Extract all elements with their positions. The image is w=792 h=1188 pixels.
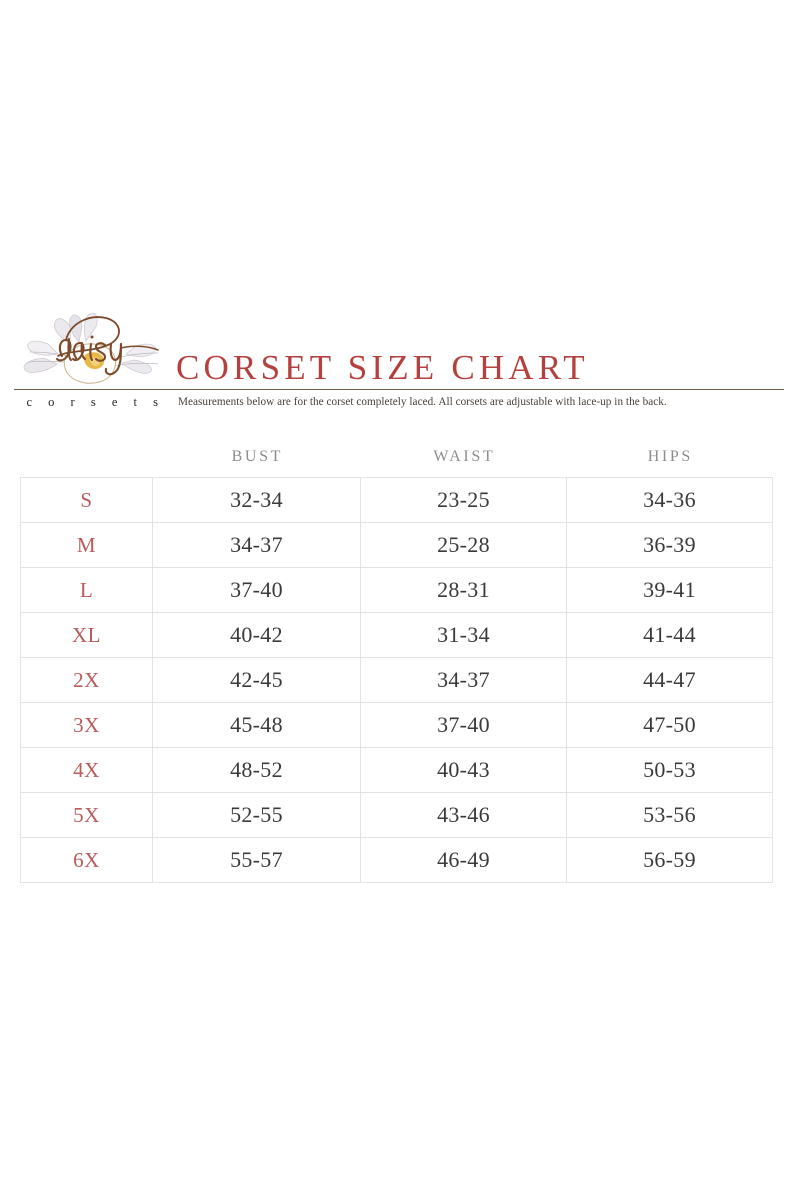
cell-hips: 36-39 <box>566 522 773 568</box>
cell-size: 6X <box>20 837 153 883</box>
cell-waist: 40-43 <box>360 747 567 793</box>
cell-waist: 46-49 <box>360 837 567 883</box>
cell-bust: 40-42 <box>152 612 361 658</box>
table-row: 5X 52-55 43-46 53-56 <box>20 792 773 838</box>
size-chart-table-body: S 32-34 23-25 34-36 M 34-37 25-28 36-39 … <box>20 477 773 883</box>
cell-hips: 47-50 <box>566 702 773 748</box>
column-header-waist: WAIST <box>433 448 496 465</box>
cell-hips: 50-53 <box>566 747 773 793</box>
column-header-bust: BUST <box>231 448 283 465</box>
column-header-hips: HIPS <box>647 448 693 465</box>
cell-bust: 45-48 <box>152 702 361 748</box>
cell-bust: 48-52 <box>152 747 361 793</box>
cell-waist: 31-34 <box>360 612 567 658</box>
table-row: XL 40-42 31-34 41-44 <box>20 612 773 658</box>
cell-size: S <box>20 477 153 523</box>
cell-size: 5X <box>20 792 153 838</box>
cell-bust: 37-40 <box>152 567 361 613</box>
cell-waist: 28-31 <box>360 567 567 613</box>
cell-size: 3X <box>20 702 153 748</box>
table-row: 4X 48-52 40-43 50-53 <box>20 747 773 793</box>
cell-hips: 56-59 <box>566 837 773 883</box>
cell-waist: 23-25 <box>360 477 567 523</box>
table-row: 2X 42-45 34-37 44-47 <box>20 657 773 703</box>
table-row: S 32-34 23-25 34-36 <box>20 477 773 523</box>
cell-bust: 42-45 <box>152 657 361 703</box>
logo-wordmark-corsets: c o r s e t s <box>26 395 165 409</box>
header-divider <box>14 389 784 390</box>
chart-subtitle: Measurements below are for the corset co… <box>178 396 667 408</box>
daisy-corsets-logo: c o r s e t s <box>8 312 176 420</box>
cell-size: XL <box>20 612 153 658</box>
size-chart-table: S 32-34 23-25 34-36 M 34-37 25-28 36-39 … <box>20 477 773 883</box>
cell-waist: 34-37 <box>360 657 567 703</box>
cell-size: 2X <box>20 657 153 703</box>
cell-size: 4X <box>20 747 153 793</box>
page-title: CORSET SIZE CHART <box>176 348 589 387</box>
cell-hips: 53-56 <box>566 792 773 838</box>
chart-header: c o r s e t s CORSET SIZE CHART Measurem… <box>0 312 792 424</box>
cell-hips: 39-41 <box>566 567 773 613</box>
cell-size: L <box>20 567 153 613</box>
cell-bust: 32-34 <box>152 477 361 523</box>
table-row: M 34-37 25-28 36-39 <box>20 522 773 568</box>
cell-bust: 52-55 <box>152 792 361 838</box>
cell-waist: 43-46 <box>360 792 567 838</box>
table-row: 3X 45-48 37-40 47-50 <box>20 702 773 748</box>
cell-hips: 34-36 <box>566 477 773 523</box>
cell-bust: 55-57 <box>152 837 361 883</box>
table-column-headers: BUST WAIST HIPS <box>20 448 772 476</box>
cell-waist: 25-28 <box>360 522 567 568</box>
cell-hips: 41-44 <box>566 612 773 658</box>
table-row: L 37-40 28-31 39-41 <box>20 567 773 613</box>
daisy-flower-icon <box>8 312 176 390</box>
cell-waist: 37-40 <box>360 702 567 748</box>
table-row: 6X 55-57 46-49 56-59 <box>20 837 773 883</box>
cell-size: M <box>20 522 153 568</box>
cell-bust: 34-37 <box>152 522 361 568</box>
cell-hips: 44-47 <box>566 657 773 703</box>
